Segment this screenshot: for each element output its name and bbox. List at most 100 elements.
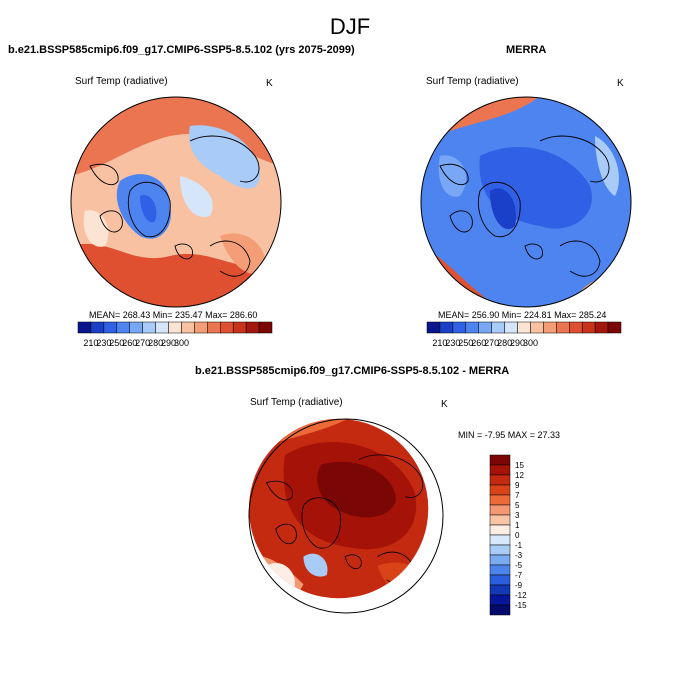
canada-mild xyxy=(83,210,109,247)
cool-region-siberia xyxy=(189,125,261,189)
map-field xyxy=(248,418,429,599)
colorbar-swatch xyxy=(90,321,105,334)
coastline xyxy=(265,480,293,501)
colorbar-swatch xyxy=(489,594,511,606)
colorbar-tick-label: 230 xyxy=(445,338,460,348)
colorbar-swatch xyxy=(465,321,479,334)
colorbar-swatch xyxy=(478,321,492,334)
arctic-ocean-cool xyxy=(180,176,213,217)
colorbar-tick-label: -3 xyxy=(515,551,523,560)
europe-warming xyxy=(377,562,429,599)
colorbar-swatch xyxy=(489,564,511,576)
coastline xyxy=(89,163,119,186)
colorbar-swatch xyxy=(489,514,511,526)
coastline xyxy=(524,243,543,260)
panel2-polar-map xyxy=(420,96,632,308)
panel3-units: K xyxy=(441,399,448,410)
coastline xyxy=(477,181,521,238)
colorbar-swatch xyxy=(452,321,467,334)
panel2-stats: MEAN= 256.90 Min= 224.81 Max= 285.24 xyxy=(438,310,607,320)
coastline xyxy=(344,554,362,570)
colorbar-tick-label: 250 xyxy=(458,338,473,348)
coastline xyxy=(127,181,171,238)
panel1-polar-map xyxy=(70,96,282,308)
coastline xyxy=(301,497,342,549)
map-boundary xyxy=(70,96,282,308)
season-title: DJF xyxy=(329,14,371,39)
colorbar-swatch xyxy=(116,321,130,334)
panel3-stats: MIN = -7.95 MAX = 27.33 xyxy=(458,430,561,440)
colorbar-swatch xyxy=(489,554,511,566)
colorbar-swatch xyxy=(581,321,596,334)
colorbar-swatch xyxy=(489,544,511,556)
colorbar-swatch xyxy=(489,604,511,616)
cool-region-alaska xyxy=(438,155,467,197)
coastline xyxy=(439,163,469,186)
colorbar-tick-label: 230 xyxy=(96,338,111,348)
coastline xyxy=(99,210,123,233)
colorbar-tick-label: 12 xyxy=(515,471,524,480)
coastline xyxy=(189,135,260,183)
colorbar-tick-label: -12 xyxy=(515,591,527,600)
colorbar-tick-label: -5 xyxy=(515,561,523,570)
panel1-stats: MEAN= 268.43 Min= 235.47 Max= 286.60 xyxy=(89,310,258,320)
colorbar-swatch xyxy=(258,321,273,334)
colorbar-swatch xyxy=(142,321,156,334)
colorbar-swatch xyxy=(103,321,118,334)
colorbar-swatch xyxy=(594,321,609,334)
colorbar-swatch xyxy=(489,474,511,486)
colorbar-tick-label: 260 xyxy=(471,338,486,348)
colorbar-tick-label: 5 xyxy=(515,501,520,510)
colorbar-swatch xyxy=(181,321,195,334)
colorbar-swatch xyxy=(556,321,570,334)
colorbar-swatch xyxy=(232,321,247,334)
map-field xyxy=(71,97,281,307)
colorbar-swatch xyxy=(504,321,518,334)
colorbar-tick-label: 1 xyxy=(515,521,520,530)
panel2-title: MERRA xyxy=(506,44,547,56)
coldest-core xyxy=(140,195,157,223)
colorbar-tick-label: 15 xyxy=(515,461,524,470)
colorbar-swatch xyxy=(129,321,143,334)
coastline xyxy=(358,454,424,498)
colorbar-swatch xyxy=(530,321,544,334)
panel3-title: b.e21.BSSP585cmip6.f09_g17.CMIP6-SSP5-8.… xyxy=(195,365,510,377)
colorbar-swatch xyxy=(439,321,454,334)
colorbar-swatch xyxy=(517,321,531,334)
colorbar-swatch xyxy=(489,584,511,596)
coastline xyxy=(539,135,610,183)
colorbar-swatch xyxy=(569,321,583,334)
colorbar-tick-label: 280 xyxy=(497,338,512,348)
colorbar-swatch xyxy=(220,321,234,334)
coastline xyxy=(275,523,297,545)
colorbar-swatch xyxy=(426,321,441,334)
panel2-units: K xyxy=(617,78,624,89)
colorbar-swatch xyxy=(489,464,511,476)
map-boundary xyxy=(420,96,632,308)
colorbar-tick-label: 260 xyxy=(122,338,137,348)
panel1-units: K xyxy=(266,78,273,89)
colorbar-swatch xyxy=(489,484,511,496)
panel1-variable: Surf Temp (radiative) xyxy=(75,76,168,87)
panel3-polar-map xyxy=(248,418,444,614)
colorbar-swatch xyxy=(489,494,511,506)
coastline xyxy=(174,243,193,260)
slight-cooling-region xyxy=(303,553,328,577)
colorbar-tick-label: 7 xyxy=(515,491,520,500)
colorbar-swatch xyxy=(543,321,557,334)
colorbar-tick-label: 210 xyxy=(432,338,447,348)
coldest-greenland xyxy=(490,188,516,230)
colorbar-tick-label: 270 xyxy=(135,338,150,348)
colorbar-swatch xyxy=(207,321,221,334)
colorbar-swatch xyxy=(77,321,92,334)
colorbar-tick-label: 3 xyxy=(515,511,520,520)
colorbar-swatch xyxy=(607,321,622,334)
colorbar-tick-label: 9 xyxy=(515,481,520,490)
colorbar-tick-label: -9 xyxy=(515,581,523,590)
colorbar-swatch xyxy=(245,321,260,334)
max-warming-core xyxy=(317,461,396,518)
panel1-title: b.e21.BSSP585cmip6.f09_g17.CMIP6-SSP5-8.… xyxy=(8,44,355,56)
